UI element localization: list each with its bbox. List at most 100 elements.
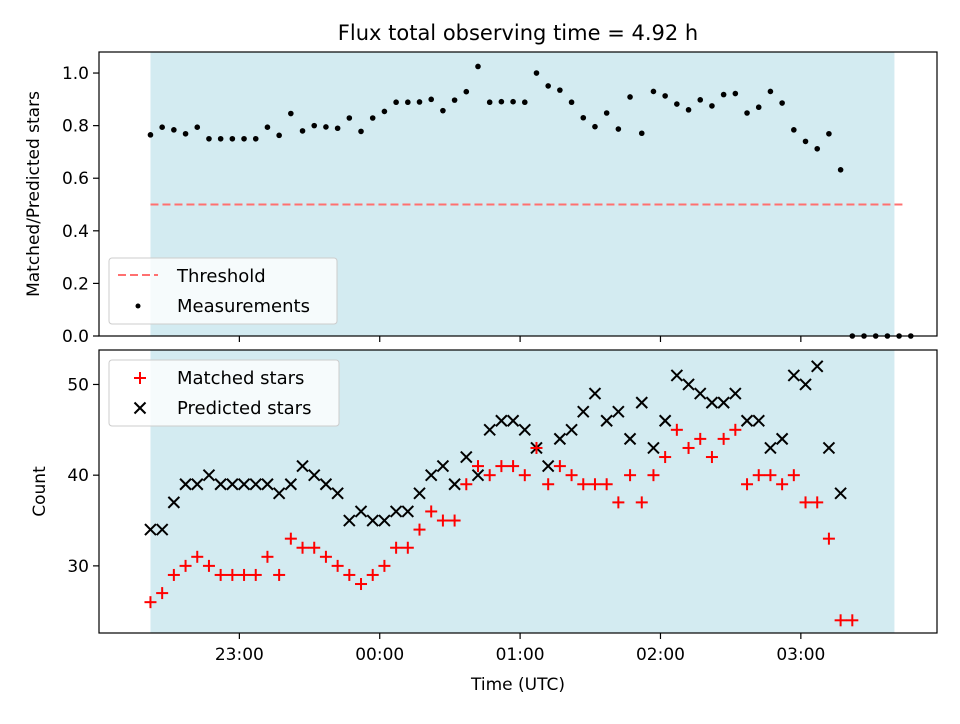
predicted-point (764, 441, 777, 455)
matched-point (635, 496, 648, 509)
predicted-point (214, 478, 227, 491)
measurement-point (182, 130, 189, 137)
predicted-point (694, 387, 707, 400)
predicted-point (717, 396, 730, 409)
count-panel: 30 40 50 23:00 00:00 01:00 02:00 03:00 Count T… (30, 349, 938, 695)
chart-title: Flux total observing time = 4.92 h (338, 21, 698, 45)
matched-point (787, 469, 800, 482)
measurement-point (568, 99, 575, 106)
predicted-point (296, 459, 309, 473)
legend-predicted-label: Predicted stars (177, 398, 311, 419)
predicted-point-stroke (378, 514, 391, 527)
measurement-point (428, 96, 435, 103)
matched-point (694, 432, 707, 445)
matched-point (822, 532, 835, 545)
predicted-point (272, 487, 286, 500)
matched-point (460, 478, 473, 491)
predicted-point-stroke (331, 487, 344, 500)
matched-point (507, 460, 520, 473)
predicted-point-stroke (764, 441, 777, 455)
predicted-point-stroke (354, 505, 368, 518)
predicted-point (612, 405, 625, 418)
predicted-point-stroke (623, 432, 637, 446)
matched-point (167, 568, 180, 581)
predicted-point-stroke (413, 487, 426, 500)
predicted-point-stroke (577, 405, 590, 418)
measurement-point (674, 101, 680, 107)
measurement-point (510, 98, 516, 105)
predicted-point (331, 487, 344, 500)
predicted-point-stroke (284, 478, 298, 491)
predicted-point (261, 478, 274, 491)
predicted-point-stroke (179, 478, 192, 491)
predicted-point-stroke (588, 387, 602, 400)
predicted-point-stroke (436, 459, 450, 473)
measurement-point (323, 124, 329, 130)
measurement-point (147, 132, 154, 138)
matched-point (764, 469, 777, 482)
matched-point (565, 469, 578, 482)
legend-measurements-label: Measurements (177, 296, 310, 317)
legend-measurements-marker (135, 303, 141, 309)
measurement-point (615, 126, 622, 132)
matched-point (752, 469, 765, 482)
predicted-point (226, 478, 239, 491)
measurement-points (147, 63, 914, 339)
matched-point (834, 614, 847, 627)
x-tick-label: 03:00 (776, 645, 825, 665)
legend-matched-glyph (134, 372, 146, 384)
measurement-point (159, 124, 165, 131)
predicted-point-stroke (319, 478, 333, 491)
measurement-point (732, 90, 739, 97)
measurement-point (779, 100, 785, 106)
matched-point (238, 568, 251, 581)
measurement-point (288, 110, 294, 117)
matched-point (741, 478, 754, 491)
matched-point (682, 441, 695, 454)
x-tick-label: 02:00 (636, 645, 685, 665)
predicted-point-stroke (460, 450, 473, 464)
predicted-point-stroke (389, 505, 403, 518)
matched-point (366, 568, 379, 581)
measurement-point (440, 107, 446, 114)
matched-point (436, 514, 449, 527)
predicted-point-stroke (694, 387, 707, 400)
ratio-legend-box (108, 257, 338, 325)
predicted-point-stroke (518, 423, 531, 437)
predicted-point-stroke (308, 468, 321, 482)
predicted-point-stroke (635, 396, 648, 409)
measurement-point (685, 107, 692, 113)
measurement-point (755, 104, 762, 111)
predicted-point-stroke (296, 459, 309, 473)
matched-point (518, 469, 531, 482)
count-panel-frame (98, 349, 938, 634)
predicted-point-stroke (495, 414, 508, 427)
measurement-point (229, 135, 236, 142)
predicted-point (635, 396, 648, 409)
matched-point (378, 559, 391, 572)
count-y-label: Count (30, 466, 50, 517)
predicted-points (144, 360, 847, 536)
predicted-point-stroke (565, 423, 578, 437)
measurement-point (475, 63, 481, 70)
measurement-point (744, 110, 750, 116)
matched-point (542, 478, 555, 491)
predicted-point (541, 459, 555, 473)
matched-point (483, 469, 496, 482)
predicted-point (506, 414, 520, 427)
matched-point (261, 550, 274, 563)
matched-point (284, 532, 297, 545)
ratio-legend: Threshold Measurements (108, 257, 338, 325)
matched-point (249, 568, 262, 581)
measurement-point (837, 167, 844, 173)
count-legend-box (108, 359, 340, 427)
measurement-point (171, 127, 177, 133)
measurement-point (650, 88, 657, 95)
predicted-point (401, 505, 415, 518)
predicted-point (155, 523, 169, 536)
predicted-point-stroke (775, 432, 789, 446)
measurement-point (463, 88, 470, 95)
measurement-point (416, 99, 423, 105)
count-legend: Matched stars Predicted stars (108, 359, 340, 427)
predicted-point (682, 378, 695, 391)
